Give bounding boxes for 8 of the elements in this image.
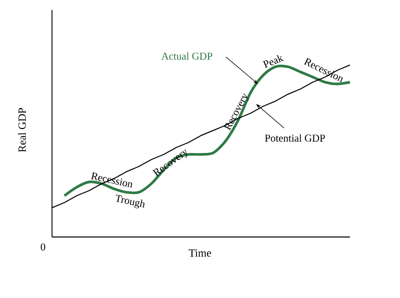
annotation: Recession bbox=[90, 172, 132, 188]
annotation: Trough bbox=[116, 194, 144, 208]
legend-label: Potential GDP bbox=[264, 134, 325, 142]
text: 0 bbox=[40, 243, 46, 251]
text: Actual GDP bbox=[161, 52, 212, 60]
annotation: Peak bbox=[262, 55, 284, 68]
x-axis-title: Time bbox=[188, 249, 211, 257]
y-axis-title: Real GDP bbox=[18, 108, 26, 152]
